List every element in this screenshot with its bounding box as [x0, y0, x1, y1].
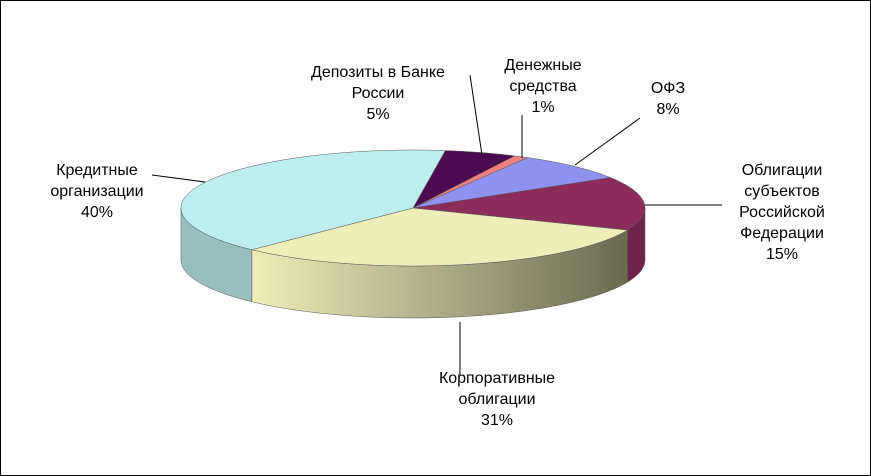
slice-label: Денежные средства 1% — [493, 55, 593, 118]
leader-line — [469, 74, 483, 156]
slice-label: Депозиты в Банке России 5% — [288, 62, 468, 125]
slice — [412, 157, 612, 209]
value-label: 8% — [656, 101, 680, 118]
slice — [251, 207, 629, 267]
category-name: Денежные средства — [504, 57, 582, 95]
category-name: Корпоративные облигации — [438, 370, 556, 408]
slice-label: Облигации субъектов Российской Федерации… — [725, 160, 840, 265]
slice-label: ОФЗ 8% — [638, 78, 698, 120]
category-name: ОФЗ — [650, 80, 686, 97]
category-name: Депозиты в Банке России — [311, 64, 445, 102]
value-label: 15% — [765, 246, 799, 263]
leader-line — [574, 117, 641, 166]
category-name: Облигации субъектов Российской Федерации — [739, 162, 825, 242]
slice — [180, 149, 446, 250]
slice-label: Корпоративные облигации 31% — [417, 368, 577, 431]
value-label: 5% — [366, 106, 390, 123]
value-label: 1% — [531, 99, 555, 116]
leader-line — [151, 174, 206, 183]
slice-label: Кредитные организации 40% — [32, 160, 162, 223]
value-label: 31% — [480, 412, 514, 429]
slice — [412, 150, 516, 209]
category-name: Кредитные организации — [50, 162, 144, 200]
value-label: 40% — [80, 204, 114, 221]
slice — [412, 177, 646, 231]
